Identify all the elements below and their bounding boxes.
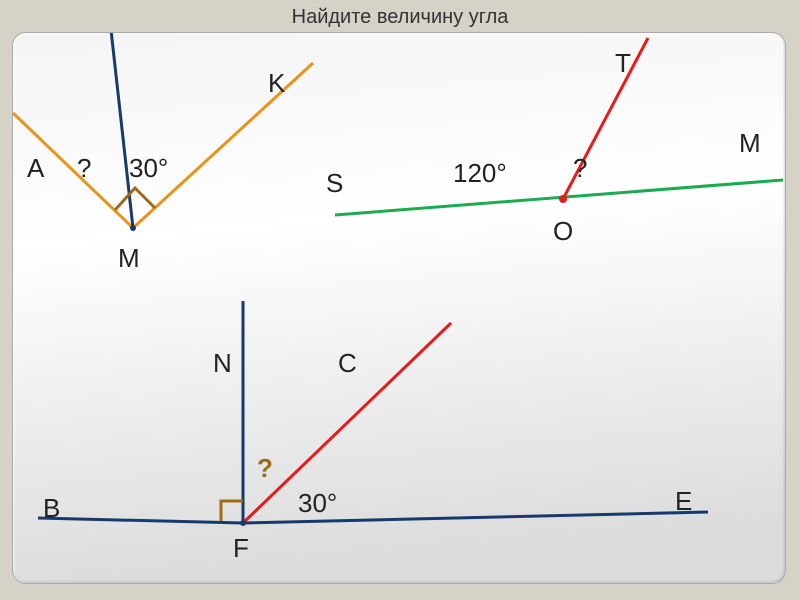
d1-label-30: 30° xyxy=(129,153,168,184)
d3-label-B: B xyxy=(43,493,60,524)
diagram-panel: A K M ? 30° S M T O 120° ? B E N C F ? 3… xyxy=(12,32,786,584)
d1-vertex-dot xyxy=(130,225,136,231)
diagram-1 xyxy=(13,33,313,231)
d1-label-q: ? xyxy=(77,153,91,184)
d2-label-M: M xyxy=(739,128,761,159)
d3-ray-BE-left xyxy=(38,518,243,523)
d3-vertex-dot xyxy=(240,520,246,526)
d1-label-K: K xyxy=(268,68,285,99)
d3-label-F: F xyxy=(233,533,249,564)
d2-label-q: ? xyxy=(573,153,587,184)
d3-label-E: E xyxy=(675,486,692,517)
d3-label-N: N xyxy=(213,348,232,379)
diagram-3 xyxy=(38,301,708,526)
d2-line-SM xyxy=(335,180,783,215)
stage-svg xyxy=(13,33,785,583)
d2-label-T: T xyxy=(615,48,631,79)
d1-bisector xyxy=(108,33,133,228)
page-title: Найдите величину угла xyxy=(0,0,800,32)
diagram-2 xyxy=(335,38,783,215)
d3-label-C: C xyxy=(338,348,357,379)
d2-label-120: 120° xyxy=(453,158,507,189)
d1-right-angle-marker xyxy=(115,188,155,210)
d3-label-q: ? xyxy=(257,453,273,484)
d1-ray-K xyxy=(133,63,313,228)
d2-vertex-dot xyxy=(559,195,567,203)
d3-label-30: 30° xyxy=(298,488,337,519)
d3-right-angle-marker xyxy=(221,501,243,521)
d2-label-O: O xyxy=(553,216,573,247)
d1-label-M: M xyxy=(118,243,140,274)
d2-label-S: S xyxy=(326,168,343,199)
d1-label-A: A xyxy=(27,153,44,184)
